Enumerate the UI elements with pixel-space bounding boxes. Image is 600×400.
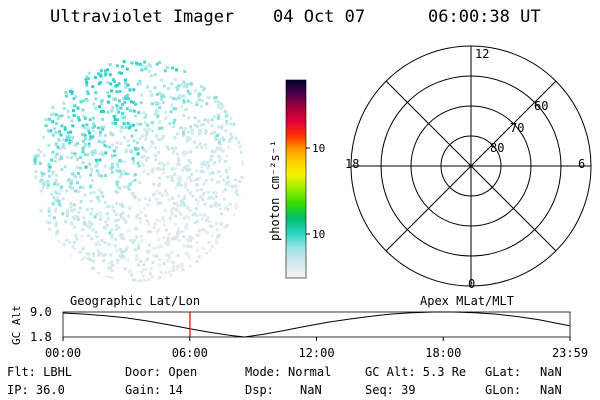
gc-altitude: GC Alt: 5.3 Re (365, 365, 467, 379)
glat-value: NaN (540, 365, 562, 379)
glat-label: GLat: (485, 365, 522, 379)
lat-label-60: 60 (534, 99, 548, 113)
altitude-series-line (62, 311, 571, 338)
door-status: Door: Open (125, 365, 198, 379)
mlt-label-12: 12 (475, 47, 489, 61)
sequence-label: Seq: 39 (365, 383, 416, 397)
colorbar: 100 10 photon cm⁻²s⁻¹ (268, 79, 325, 279)
meridian-diag-2 (385, 80, 557, 252)
instrument-title: Ultraviolet Imager (50, 7, 235, 27)
colorbar-gradient (285, 79, 307, 279)
glon-value: NaN (540, 383, 562, 397)
dsp-value: NaN (300, 383, 322, 397)
chart-ylabel: GC Alt (10, 305, 23, 345)
mode-label: Mode: (245, 365, 282, 379)
filter-label: Flt: LBHL (7, 365, 73, 379)
mode-value: Normal (288, 365, 332, 379)
chart-xtick-label: 12:00 (298, 346, 334, 360)
date-label: 04 Oct 07 (273, 7, 366, 27)
chart-xtick-label: 00:00 (45, 346, 81, 360)
mlt-label-0: 0 (468, 277, 475, 291)
ip-label: IP: 36.0 (7, 383, 65, 397)
time-label: 06:00:38 UT (428, 7, 541, 27)
colorbar-tick-10: 10 (312, 228, 325, 241)
glon-label: GLon: (485, 383, 522, 397)
gain-label: Gain: 14 (125, 383, 183, 397)
chart-xtick-label: 23:59 (552, 346, 588, 360)
mlt-label-6: 6 (578, 157, 585, 171)
auroral-image (33, 60, 244, 282)
chart-xtick-label: 18:00 (425, 346, 461, 360)
lat-label-80: 80 (490, 141, 504, 155)
polar-grid: 12 18 6 0 60 70 80 (345, 45, 592, 291)
colorbar-tick-100: 100 (312, 142, 325, 155)
colorbar-units-label: photon cm⁻²s⁻¹ (268, 140, 282, 241)
chart-ytick-label: 1.8 (30, 330, 52, 344)
chart-title-geographic: Geographic Lat/Lon (70, 294, 200, 308)
chart-ytick-label: 9.0 (30, 305, 52, 319)
dsp-label: Dsp: (245, 383, 274, 397)
mlt-label-18: 18 (345, 157, 359, 171)
chart-title-apex: Apex MLat/MLT (420, 294, 514, 308)
chart-xtick-label: 06:00 (172, 346, 208, 360)
lat-label-70: 70 (510, 121, 524, 135)
altitude-chart: Geographic Lat/Lon Apex MLat/MLT GC Alt 9.0… (10, 294, 588, 360)
